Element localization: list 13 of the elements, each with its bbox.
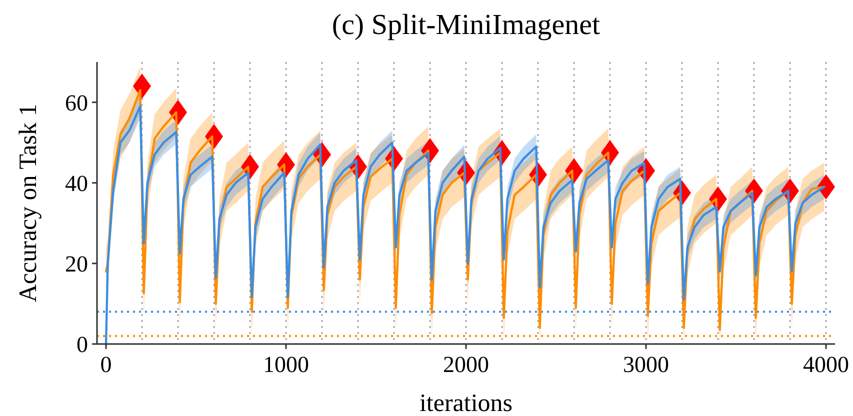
y-tick-label: 0 — [76, 332, 88, 358]
x-axis-title: iterations — [419, 390, 513, 416]
y-tick-label: 20 — [65, 251, 88, 276]
x-tick-label: 4000 — [803, 352, 849, 377]
y-tick-label: 40 — [65, 170, 88, 196]
point — [133, 74, 151, 99]
x-tick-label: 3000 — [623, 352, 669, 377]
x-tick-label: 1000 — [263, 352, 309, 377]
chart-title: (c) Split-MiniImagenet — [332, 9, 600, 41]
y-tick-label: 60 — [65, 90, 88, 116]
y-axis-title: Accuracy on Task 1 — [15, 104, 42, 302]
x-tick-label: 0 — [100, 352, 112, 377]
x-tick-label: 2000 — [443, 352, 489, 377]
